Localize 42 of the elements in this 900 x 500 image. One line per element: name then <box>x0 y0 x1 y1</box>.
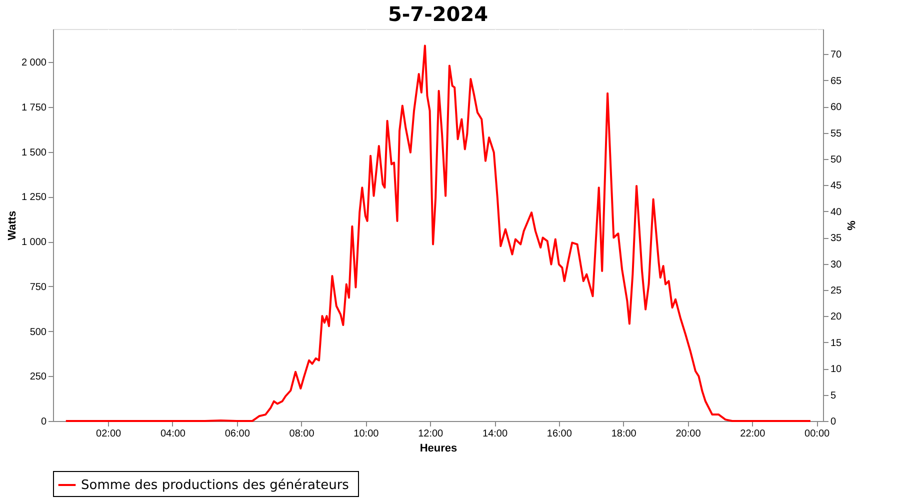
y2-tick-label: 20 <box>830 312 842 323</box>
y-tick-label: 1 750 <box>21 102 47 114</box>
x-tick-label: 18:00 <box>611 428 637 440</box>
x-tick-label: 02:00 <box>96 428 122 440</box>
x-tick-label: 22:00 <box>740 428 766 440</box>
y-tick-label: 750 <box>30 282 47 293</box>
y-tick-label: 1 000 <box>21 237 47 248</box>
y2-tick-label: 15 <box>830 338 842 349</box>
x-tick-label: 00:00 <box>804 428 830 440</box>
x-tick-label: 20:00 <box>676 428 702 440</box>
y2-tick-label: 0 <box>830 416 836 428</box>
x-tick-label: 06:00 <box>224 428 250 440</box>
y2-tick-label: 50 <box>830 154 842 166</box>
x-tick-label: 04:00 <box>160 428 186 440</box>
chart-title: 5-7-2024 <box>388 2 488 26</box>
y2-tick-label: 10 <box>830 364 842 376</box>
x-tick-label: 12:00 <box>418 428 444 440</box>
y2-tick-label: 30 <box>830 259 842 270</box>
y-tick-label: 250 <box>30 372 47 383</box>
y2-tick-label: 60 <box>830 102 842 114</box>
y2-tick-label: 70 <box>830 50 842 61</box>
y2-tick-label: 35 <box>830 233 842 244</box>
y-tick-label: 1 250 <box>21 192 47 204</box>
y-tick-label: 0 <box>40 416 47 428</box>
x-axis-title: Heures <box>420 442 458 454</box>
x-tick-label: 10:00 <box>354 428 380 440</box>
y2-tick-label: 5 <box>830 390 836 402</box>
x-tick-label: 16:00 <box>546 428 572 440</box>
y2-tick-label: 55 <box>830 128 842 140</box>
y2-tick-label: 25 <box>830 285 842 296</box>
legend-label: Somme des productions des générateurs <box>81 478 350 493</box>
y-axis-title: Watts <box>6 210 18 240</box>
x-tick-label: 08:00 <box>289 428 315 440</box>
y2-axis-title: % <box>844 220 857 231</box>
y-tick-label: 500 <box>30 326 47 338</box>
y2-tick-label: 40 <box>830 206 842 218</box>
line-series <box>64 44 812 422</box>
x-tick-label: 14:00 <box>482 428 508 440</box>
y-tick-label: 1 500 <box>21 147 47 158</box>
y2-tick-label: 45 <box>830 180 842 192</box>
y-tick-label: 2 000 <box>21 58 47 69</box>
y2-tick-label: 65 <box>830 76 842 87</box>
